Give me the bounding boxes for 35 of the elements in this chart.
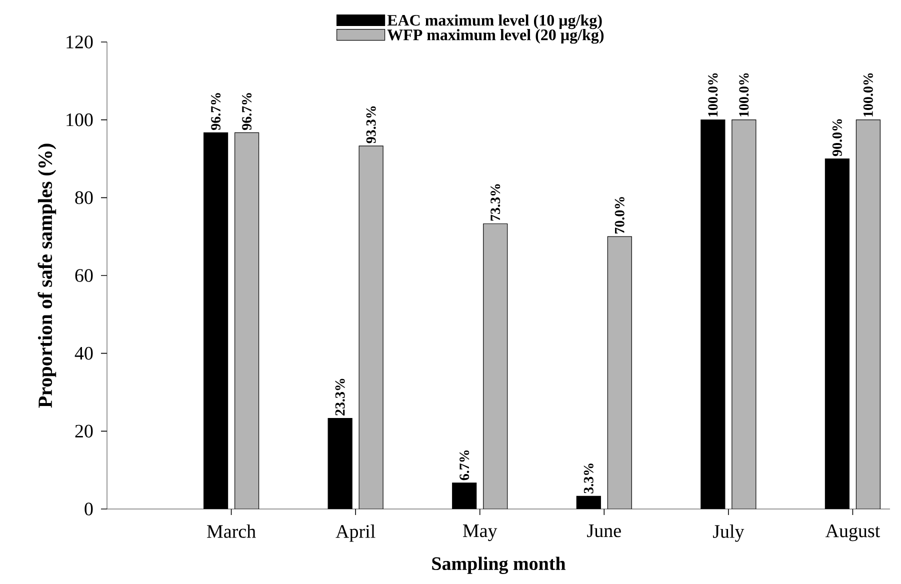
data-label: 93.3% (366, 106, 376, 144)
data-label: 100.0% (708, 73, 718, 116)
x-tick-label: March (207, 524, 256, 538)
y-tick-label: 80 (75, 191, 93, 204)
legend-label: WFP maximum level (20 µg/kg) (387, 29, 604, 44)
x-tick-label: May (462, 524, 498, 542)
y-axis-title: Proportion of safe samples (%) (38, 144, 56, 408)
bar (234, 132, 259, 509)
data-label: 23.3% (335, 378, 345, 416)
bar (732, 120, 756, 509)
bar (856, 120, 881, 509)
legend-label: EAC maximum level (10 µg/kg) (387, 14, 602, 30)
y-tick-label: 60 (75, 269, 93, 282)
bar (483, 224, 508, 509)
data-label: 90.0% (832, 119, 842, 156)
data-label: 100.0% (739, 73, 749, 116)
data-label: 6.7% (460, 450, 470, 480)
y-tick-label: 120 (66, 36, 93, 48)
x-axis-title: Sampling month (432, 556, 566, 574)
x-tick-label: April (336, 524, 376, 542)
data-label: 96.7% (211, 93, 221, 130)
y-tick-label: 0 (84, 502, 93, 516)
data-label: 73.3% (490, 184, 500, 221)
y-tick-label: 40 (74, 346, 93, 360)
y-tick-label: 100 (66, 113, 93, 126)
data-label: 100.0% (863, 73, 873, 116)
bar (359, 146, 384, 509)
x-tick-label: August (825, 524, 880, 542)
data-label: 3.3% (584, 464, 594, 494)
data-label: 70.0% (614, 197, 624, 234)
y-tick-label: 20 (75, 424, 93, 438)
x-tick-label: July (712, 524, 744, 542)
data-label: 96.7% (242, 93, 252, 130)
bar (608, 236, 632, 509)
x-tick-label: June (587, 524, 621, 538)
